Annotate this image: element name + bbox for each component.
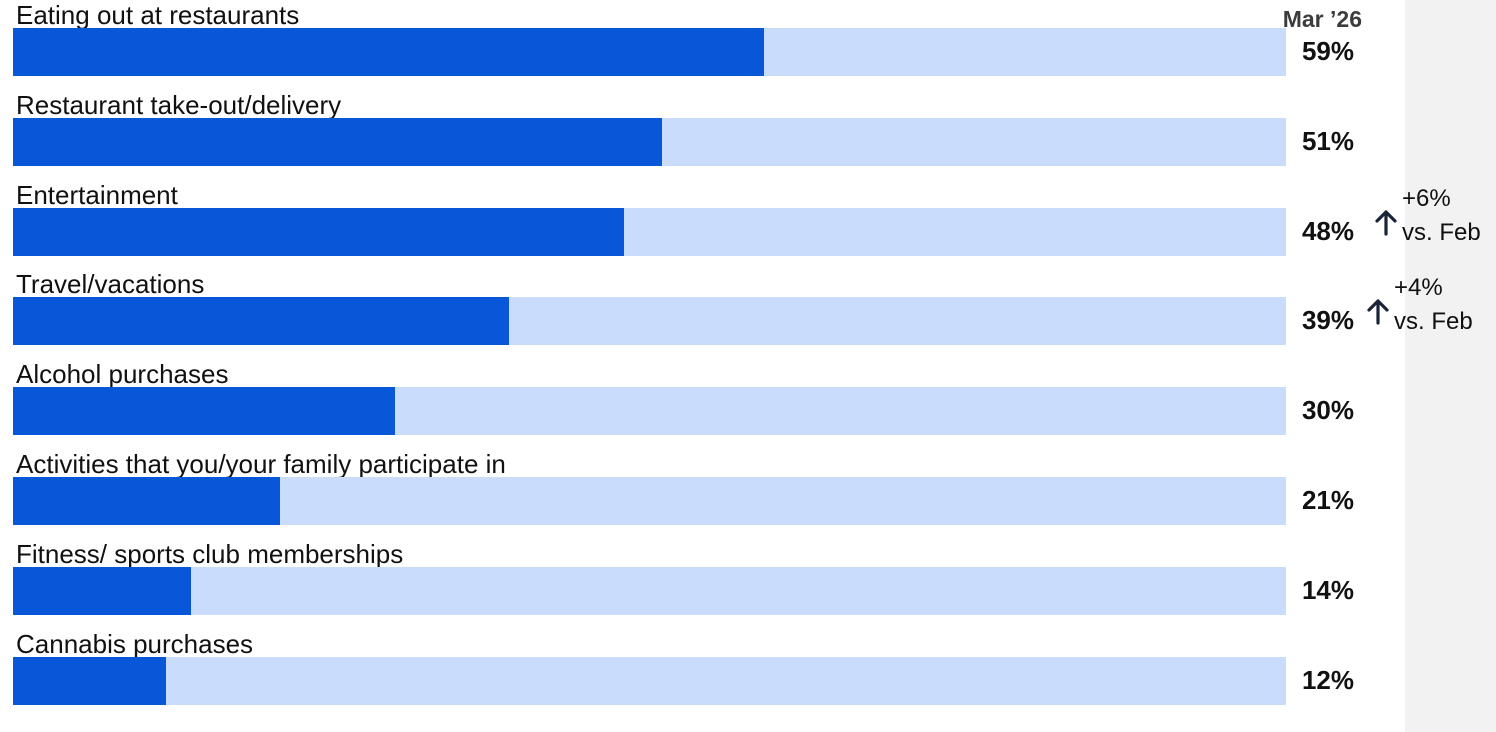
- arrow-up-icon: [1375, 210, 1397, 236]
- bar-row: Eating out at restaurants 59%: [0, 0, 1496, 90]
- category-label: Restaurant take-out/delivery: [16, 90, 342, 120]
- bar-fill: [13, 28, 765, 76]
- category-label: Entertainment: [16, 180, 178, 210]
- category-label: Alcohol purchases: [16, 359, 229, 389]
- arrow-up-icon: [1367, 299, 1389, 325]
- value-label: 12%: [1301, 665, 1355, 695]
- bar-fill: [13, 477, 281, 525]
- bar-row: Travel/vacations 39% +4% vs. Feb: [0, 269, 1496, 359]
- category-label: Travel/vacations: [16, 269, 205, 299]
- bar-row: Restaurant take-out/delivery 51%: [0, 90, 1496, 180]
- bar-track: [13, 657, 1286, 705]
- bar-fill: [13, 297, 510, 345]
- value-label: 21%: [1301, 485, 1355, 515]
- bar-fill: [13, 208, 625, 256]
- period-label: Mar ’26: [1282, 6, 1362, 32]
- change-comparison: vs. Feb: [1394, 308, 1473, 335]
- bar-track: [13, 477, 1286, 525]
- value-label: 59%: [1301, 36, 1355, 66]
- change-value: +4%: [1394, 274, 1443, 301]
- category-label: Activities that you/your family particip…: [16, 449, 506, 479]
- bar-track: [13, 208, 1286, 256]
- change-comparison: vs. Feb: [1402, 219, 1481, 246]
- bar-track: [13, 118, 1286, 166]
- value-label: 51%: [1301, 126, 1355, 156]
- bar-fill: [13, 567, 192, 615]
- category-label: Eating out at restaurants: [16, 0, 300, 30]
- value-label: 30%: [1301, 395, 1355, 425]
- bar-row: Cannabis purchases 12%: [0, 629, 1496, 719]
- bar-track: [13, 567, 1286, 615]
- bar-fill: [13, 657, 166, 705]
- bar-row: Activities that you/your family particip…: [0, 449, 1496, 539]
- value-label: 14%: [1301, 575, 1355, 605]
- category-label: Cannabis purchases: [16, 629, 254, 659]
- bar-track: [13, 28, 1286, 76]
- category-label: Fitness/ sports club memberships: [16, 539, 404, 569]
- change-value: +6%: [1402, 185, 1451, 212]
- bar-row: Alcohol purchases 30%: [0, 359, 1496, 449]
- value-label: 48%: [1301, 216, 1355, 246]
- bar-track: [13, 297, 1286, 345]
- bar-row: Entertainment 48% +6% vs. Feb: [0, 180, 1496, 270]
- value-label: 39%: [1301, 305, 1355, 335]
- bar-fill: [13, 118, 663, 166]
- bar-fill: [13, 387, 395, 435]
- bar-row: Fitness/ sports club memberships 14%: [0, 539, 1496, 629]
- side-panel: [1405, 0, 1496, 732]
- bar-track: [13, 387, 1286, 435]
